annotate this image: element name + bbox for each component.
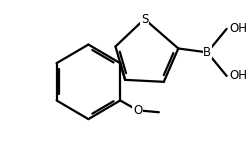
Text: O: O — [133, 104, 142, 117]
Text: B: B — [203, 46, 211, 59]
Text: OH: OH — [230, 69, 247, 82]
Text: OH: OH — [230, 22, 247, 35]
Text: S: S — [141, 13, 148, 26]
